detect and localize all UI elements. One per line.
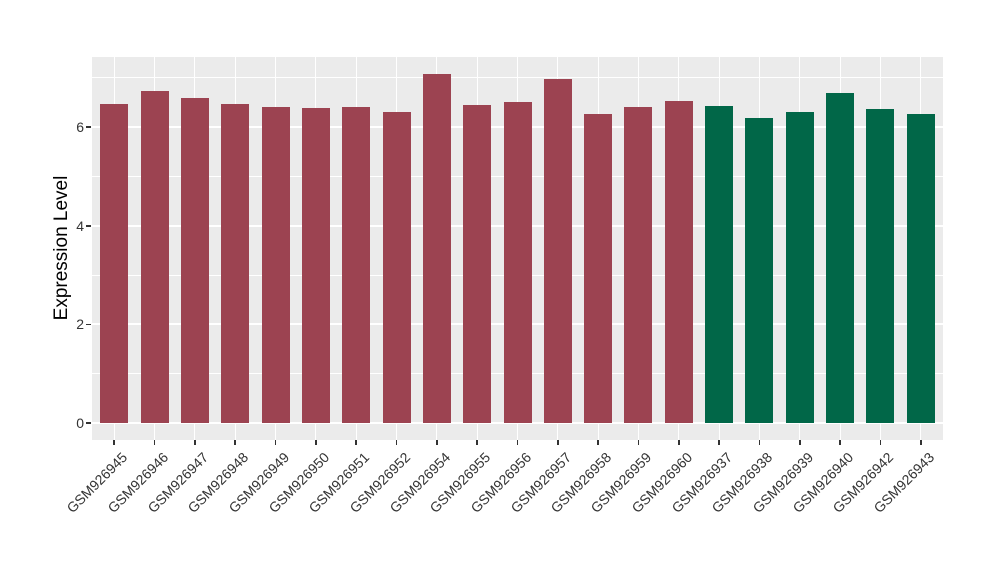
bar-GSM926957 bbox=[543, 79, 572, 423]
y-tick-label: 2 bbox=[76, 316, 84, 333]
bar-GSM926938 bbox=[745, 117, 774, 423]
y-tick-label: 6 bbox=[76, 119, 84, 136]
y-tick-label: 4 bbox=[76, 217, 84, 234]
x-tick-mark bbox=[678, 440, 680, 445]
y-tick-mark bbox=[86, 225, 91, 227]
x-tick-mark bbox=[839, 440, 841, 445]
y-tick-label: 0 bbox=[76, 415, 84, 431]
x-tick-mark bbox=[557, 440, 559, 445]
bar-GSM926943 bbox=[906, 114, 935, 423]
bar-GSM926960 bbox=[664, 101, 693, 423]
x-tick-mark bbox=[718, 440, 720, 445]
x-tick-mark bbox=[355, 440, 357, 445]
x-tick-mark bbox=[799, 440, 801, 445]
bar-GSM926948 bbox=[221, 104, 250, 423]
bar-GSM926958 bbox=[584, 114, 613, 423]
y-tick-mark bbox=[86, 422, 91, 424]
y-axis-title: Expression Level bbox=[51, 175, 72, 321]
bar-GSM926945 bbox=[100, 104, 129, 423]
bar-GSM926937 bbox=[705, 106, 734, 423]
bar-GSM926954 bbox=[422, 74, 451, 423]
x-tick-mark bbox=[758, 440, 761, 445]
x-tick-mark bbox=[315, 440, 317, 445]
bar-GSM926950 bbox=[301, 108, 330, 423]
x-tick-mark bbox=[153, 440, 156, 445]
bar-GSM926949 bbox=[261, 106, 290, 423]
y-tick-mark bbox=[86, 126, 91, 128]
x-tick-mark bbox=[516, 440, 519, 445]
plot-panel bbox=[92, 57, 943, 440]
bar-GSM926942 bbox=[866, 109, 895, 423]
x-tick-mark bbox=[234, 440, 236, 445]
x-tick-mark bbox=[637, 440, 640, 445]
bar-GSM926946 bbox=[140, 91, 169, 423]
bar-GSM926956 bbox=[503, 102, 532, 423]
x-tick-mark bbox=[194, 440, 196, 445]
x-tick-mark bbox=[113, 440, 115, 445]
x-tick-mark bbox=[920, 440, 922, 445]
bar-GSM926959 bbox=[624, 107, 653, 423]
x-tick-mark bbox=[274, 440, 277, 445]
x-tick-mark bbox=[879, 440, 882, 445]
x-tick-mark bbox=[597, 440, 599, 445]
x-tick-mark bbox=[395, 440, 398, 445]
bar-GSM926955 bbox=[463, 104, 492, 423]
x-tick-mark bbox=[436, 440, 438, 445]
x-tick-mark bbox=[476, 440, 478, 445]
bar-GSM926947 bbox=[180, 97, 209, 423]
bar-GSM926952 bbox=[382, 112, 411, 423]
bar-GSM926939 bbox=[785, 111, 814, 423]
bar-GSM926940 bbox=[826, 92, 855, 423]
y-tick-mark bbox=[86, 323, 91, 326]
bar-GSM926951 bbox=[342, 107, 371, 423]
